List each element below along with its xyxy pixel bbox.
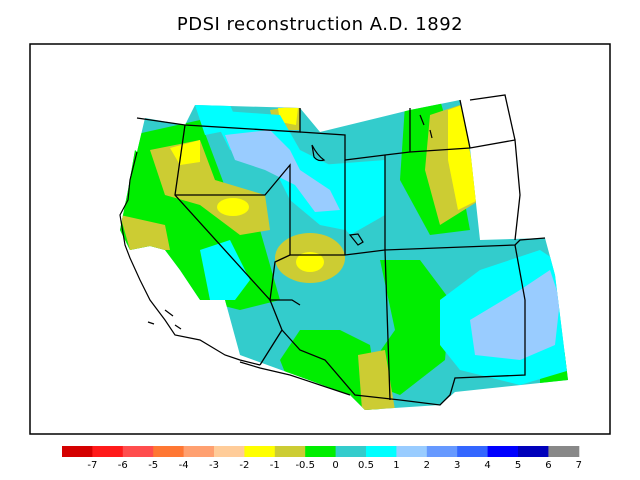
legend-tick-label: -3	[209, 460, 219, 471]
legend-swatch	[305, 446, 337, 457]
legend-tick-label: -0.5	[295, 460, 315, 471]
legend-tick-label: 4	[484, 460, 490, 471]
legend-swatch	[548, 446, 580, 457]
legend-tick-label: 6	[545, 460, 551, 471]
legend-swatch	[396, 446, 428, 457]
legend-tick-label: -6	[118, 460, 128, 471]
legend-swatch	[457, 446, 489, 457]
legend-tick-label: 5	[515, 460, 521, 471]
legend-swatch	[426, 446, 458, 457]
legend-tick-label: 3	[454, 460, 460, 471]
field-zone-coast--0.5	[120, 215, 170, 250]
field-zone-central--1	[296, 252, 324, 272]
field-zone-south--0.5	[358, 350, 395, 410]
legend-swatch	[366, 446, 397, 457]
legend-swatch	[518, 446, 549, 457]
field-zone-nevada-1	[200, 240, 250, 300]
legend-tick-label: 0	[332, 460, 338, 471]
map-title: PDSI reconstruction A.D. 1892	[176, 14, 464, 35]
legend-tick-label: 0.5	[358, 460, 374, 471]
field-zone-oregon--1	[170, 140, 200, 165]
field-zone-north--1	[448, 105, 478, 210]
legend-swatch	[274, 446, 306, 457]
field-zone-north-2	[225, 130, 340, 212]
legend-swatch	[62, 446, 93, 457]
field-zone-se-2	[470, 270, 560, 360]
legend-tick-label: -2	[239, 460, 249, 471]
legend-tick-label: 7	[576, 460, 582, 471]
legend: -7 -6 -5 -4 -3 -2 -1 -0.5 0 0.5 1 2 3 4 5 6 7	[62, 446, 582, 471]
legend-swatch	[122, 446, 154, 457]
field-zone-nevada--1	[217, 198, 249, 216]
legend-swatch	[244, 446, 276, 457]
legend-tick-label: -4	[179, 460, 189, 471]
legend-tick-label: 1	[393, 460, 399, 471]
legend-tick-label: -5	[148, 460, 158, 471]
legend-tick-label: -7	[87, 460, 97, 471]
legend-swatch	[214, 446, 245, 457]
legend-swatch	[487, 446, 519, 457]
legend-tick-label: 2	[424, 460, 430, 471]
state-borders	[136, 94, 546, 406]
legend-tick-label: -1	[270, 460, 280, 471]
legend-swatch	[335, 446, 367, 457]
legend-swatch	[92, 446, 124, 457]
legend-swatch	[183, 446, 215, 457]
legend-swatch	[153, 446, 185, 457]
coastline	[119, 114, 433, 396]
field-zone-wyoming-1	[320, 160, 385, 235]
